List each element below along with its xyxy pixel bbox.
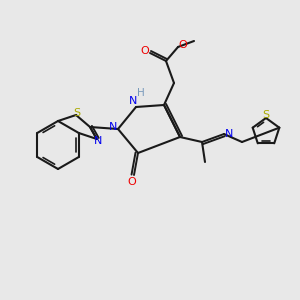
Text: S: S [262, 110, 270, 120]
Text: S: S [74, 108, 81, 118]
Text: N: N [129, 96, 137, 106]
Text: O: O [128, 177, 136, 187]
Text: N: N [225, 129, 233, 139]
Text: O: O [141, 46, 149, 56]
Text: N: N [109, 122, 117, 132]
Text: O: O [178, 40, 188, 50]
Text: N: N [94, 136, 102, 146]
Text: H: H [137, 88, 145, 98]
